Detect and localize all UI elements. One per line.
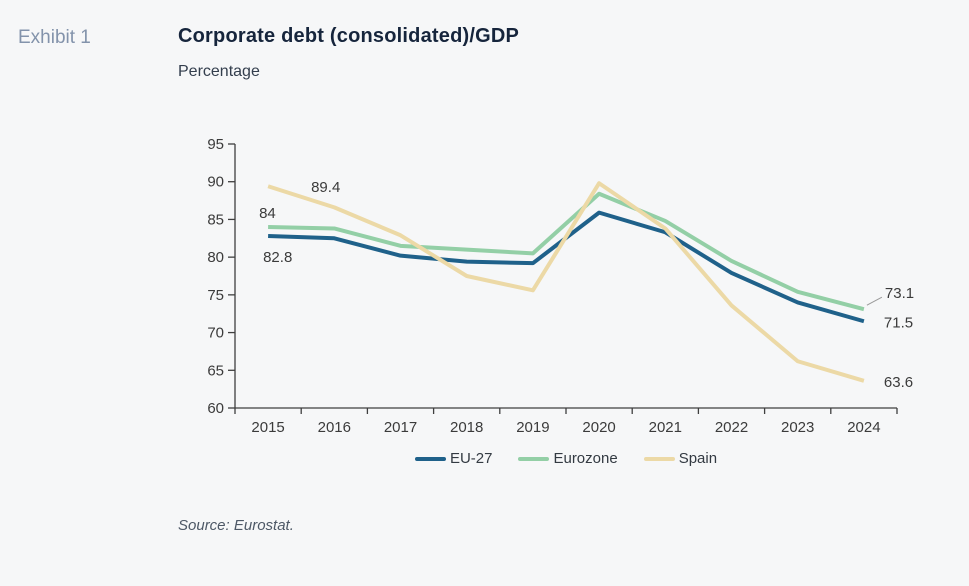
data-label: 84 — [259, 205, 276, 222]
y-axis-tick-label: 80 — [207, 249, 224, 266]
x-axis-tick-label: 2021 — [649, 419, 682, 436]
chart-title: Corporate debt (consolidated)/GDP — [178, 25, 520, 47]
legend-swatch-eu-27 — [414, 456, 446, 461]
series-line-eurozone — [268, 191, 865, 312]
x-axis-tick-label: 2017 — [384, 419, 417, 436]
y-axis-tick-label: 90 — [207, 174, 224, 191]
exhibit-label: Exhibit 1 — [18, 27, 91, 48]
data-label: 63.6 — [884, 374, 913, 391]
data-label: 82.8 — [263, 249, 292, 266]
series-line-eu-27 — [268, 210, 865, 324]
legend-label-spain: Spain — [678, 450, 718, 467]
data-label: 89.4 — [311, 179, 340, 196]
legend-label-eu-27: EU-27 — [449, 450, 493, 467]
legend-label-eurozone: Eurozone — [553, 450, 618, 467]
legend-item-spain: Spain — [643, 450, 718, 467]
legend-swatch-eurozone — [518, 456, 550, 461]
data-label: 73.1 — [885, 285, 914, 302]
series-line-spain — [267, 181, 865, 383]
y-axis-tick-label: 70 — [207, 325, 224, 342]
x-axis-tick-label: 2020 — [582, 419, 615, 436]
y-axis-tick-label: 75 — [207, 287, 224, 304]
x-axis-tick-label: 2022 — [715, 419, 748, 436]
data-label: 71.5 — [884, 314, 913, 331]
source-note: Source: Eurostat. — [178, 517, 294, 534]
y-axis-tick-label: 60 — [207, 400, 224, 417]
chart-subtitle: Percentage — [178, 63, 260, 80]
legend-item-eurozone: Eurozone — [518, 450, 618, 467]
y-axis-tick-label: 95 — [207, 136, 224, 153]
annotation-leader-line — [866, 296, 883, 306]
legend-item-eu-27: EU-27 — [414, 450, 493, 467]
y-axis-tick-label: 85 — [207, 211, 224, 228]
legend-swatch-spain — [643, 456, 675, 461]
x-axis-tick-label: 2018 — [450, 419, 483, 436]
y-axis-tick-label: 65 — [207, 362, 224, 379]
x-axis-tick-label: 2024 — [847, 419, 880, 436]
chart-legend: EU-27 Eurozone Spain — [235, 450, 897, 467]
x-axis-tick-label: 2019 — [516, 419, 549, 436]
x-axis-tick-label: 2015 — [251, 419, 284, 436]
x-axis-tick-label: 2023 — [781, 419, 814, 436]
x-axis-tick-label: 2016 — [318, 419, 351, 436]
